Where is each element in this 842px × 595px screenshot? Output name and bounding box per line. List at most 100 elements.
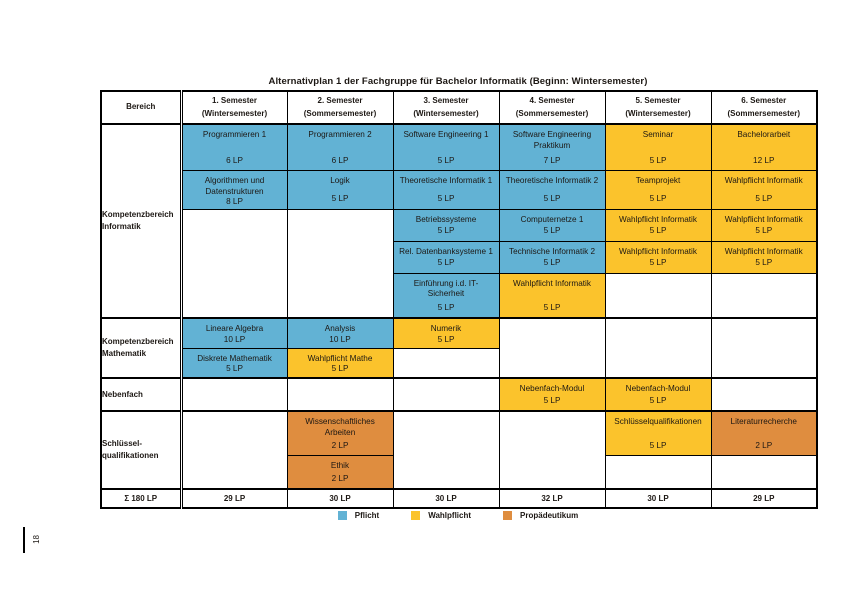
course-title: Theoretische Informatik 2 [505,176,599,185]
header-semester-line1: 1. Semester [212,95,257,105]
empty-cell [179,208,288,319]
plan-row: Kompetenzbereich Mathematik Lineare Algebr… [100,317,818,379]
course-cell: Wissenschaftliches Arbeiten 2 LP [286,410,394,456]
section-label: Kompetenzbereich Mathematik [100,317,182,379]
plan-table-body: Kompetenzbereich Informatik Programmieren … [100,123,818,490]
course-cell: Wahlpflicht Mathe 5 LP [286,347,394,379]
course-title: Wahlpflicht Informatik [619,247,697,256]
course-credits: 6 LP [331,155,349,165]
course-credits: 5 LP [543,303,561,313]
totals-semester-3: 30 LP [392,488,500,509]
plan-row: Nebenfach Nebenfach-Modul 5 LP Nebenfach-Mo… [100,377,818,412]
course-credits: 5 LP [755,226,773,236]
table-footer: Σ 180 LP 29 LP 30 LP 30 LP 32 LP 30 LP 2… [100,488,818,509]
course-title: Computernetze 1 [520,215,584,224]
course-cell: Wahlpflicht Informatik 5 LP [710,169,818,210]
course-cell: Rel. Datenbanksysteme 1 5 LP [392,240,500,274]
legend-label: Propädeutikum [520,511,579,520]
empty-cell [498,317,606,379]
plan-row: Kompetenzbereich Informatik Programmieren … [100,123,818,319]
course-title: Programmieren 1 [202,130,267,140]
plan-row: Diskrete Mathematik 5 LP Wahlpflicht Mathe… [101,347,817,379]
empty-cell [392,410,500,490]
course-title: Nebenfach-Modul [625,384,691,393]
course-cell: Logik 5 LP [286,169,394,210]
course-credits: 2 LP [331,474,349,484]
header-semester-line2: (Sommersemester) [303,108,377,118]
course-credits: 5 LP [543,194,561,204]
course-title: Wahlpflicht Informatik [619,215,697,224]
plan-row: Einführung i.d. IT-Sicherheit 5 LP Wahlpfl… [101,272,818,319]
header-semester-line2: (Wintersemester) [625,108,691,118]
course-cell: Technische Informatik 2 5 LP [498,240,606,274]
empty-cell [392,347,500,379]
header-semester-3: 3. Semester (Wintersemester) [392,90,500,125]
course-cell: Wahlpflicht Informatik 5 LP [498,272,606,319]
course-cell: Literaturrecherche 2 LP [710,410,818,456]
legend-item: Pflicht [337,511,379,520]
course-cell: Wahlpflicht Informatik 5 LP [604,240,712,274]
legend: Pflicht Wahlpflicht Propädeutikum [100,511,816,520]
header-semester-line1: 3. Semester [423,95,469,105]
header-semester-1: 1. Semester (Wintersemester) [179,90,288,125]
legend-item: Propädeutikum [503,511,578,520]
header-semester-line2: (Sommersemester) [515,108,589,118]
course-credits: 10 LP [329,334,351,344]
empty-cell [179,410,288,490]
course-cell: Schlüsselqualifikationen 5 LP [604,410,712,456]
page-number: 18 [32,535,41,544]
totals-semester-6: 29 LP [710,488,818,509]
header-semester-5: 5. Semester (Wintersemester) [604,90,712,125]
course-credits: 5 LP [437,226,455,236]
course-cell: Nebenfach-Modul 5 LP [498,377,606,412]
course-cell: Wahlpflicht Informatik 5 LP [710,240,818,274]
course-credits: 5 LP [755,194,773,204]
header-semester-line1: 4. Semester [529,95,575,105]
empty-cell [498,410,606,490]
empty-cell [179,377,288,412]
totals-semester-5: 30 LP [604,488,712,509]
course-credits: 5 LP [649,194,667,204]
header-semester-line1: 2. Semester [317,95,363,105]
course-title: Technische Informatik 2 [508,247,595,256]
course-credits: 12 LP [753,155,775,165]
course-cell: Wahlpflicht Informatik 5 LP [710,208,818,242]
course-cell: Theoretische Informatik 1 5 LP [392,169,500,210]
course-title: Bachelorarbeit [737,130,791,140]
course-cell: Numerik 5 LP [392,317,500,349]
course-title: Diskrete Mathematik [197,353,272,363]
study-plan-table: Bereich 1. Semester (Wintersemester) 2. … [100,90,818,509]
course-title: Algorithmen und Datenstrukturen [204,176,265,196]
page-margin-rule [23,527,25,553]
blue-swatch-icon [337,511,347,520]
empty-cell [710,454,818,490]
course-cell: Einführung i.d. IT-Sicherheit 5 LP [392,272,500,319]
totals-semester-4: 32 LP [498,488,606,509]
course-title: Wahlpflicht Informatik [724,247,803,256]
course-title: Numerik [430,324,462,334]
plan-row: Ethik 2 LP [101,454,818,490]
plan-row: Schlüssel-qualifikationen Wissenschaftlic… [100,410,818,490]
section-label: Kompetenzbereich Informatik [100,123,182,319]
course-credits: 2 LP [331,440,349,450]
totals-semester-1: 29 LP [179,488,288,509]
course-cell: Wahlpflicht Informatik 5 LP [604,208,712,242]
section-label: Nebenfach [100,377,182,412]
course-cell: Teamprojekt 5 LP [604,169,712,210]
course-credits: 5 LP [331,194,349,204]
course-title: Wahlpflicht Mathe [307,353,373,363]
course-title: Nebenfach-Modul [519,384,585,393]
course-title: Betriebssysteme [415,215,477,224]
course-title: Ethik [330,460,350,470]
course-title: Theoretische Informatik 1 [399,176,493,185]
course-credits: 5 LP [755,258,773,268]
course-title: Logik [330,176,350,185]
course-title: Lineare Algebra [205,324,264,334]
yellow-swatch-icon [411,511,421,520]
header-semester-6: 6. Semester (Sommersemester) [710,90,818,125]
course-credits: 5 LP [437,303,455,313]
course-credits: 5 LP [649,396,667,406]
empty-cell [604,272,712,319]
course-cell: Nebenfach-Modul 5 LP [604,377,712,412]
